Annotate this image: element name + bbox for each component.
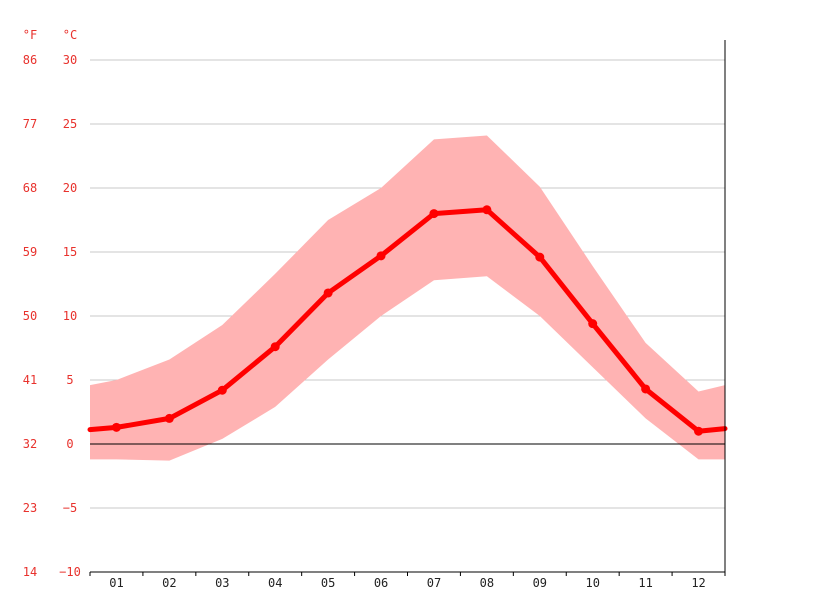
y-tick-label-fahrenheit: 32 [23, 437, 37, 451]
celsius-unit-label: °C [63, 28, 77, 42]
x-tick-label: 05 [321, 576, 335, 590]
y-tick-label-fahrenheit: 14 [23, 565, 37, 579]
y-tick-label-celsius: 5 [66, 373, 73, 387]
y-tick-label-celsius: 25 [63, 117, 77, 131]
axes [89, 40, 726, 576]
x-tick-label: 08 [480, 576, 494, 590]
y-tick-label-fahrenheit: 86 [23, 53, 37, 67]
y-tick-label-fahrenheit: 68 [23, 181, 37, 195]
average-temperature-point [694, 426, 704, 436]
average-temperature-point [217, 385, 227, 395]
x-tick-label: 06 [374, 576, 388, 590]
y-tick-label-celsius: 10 [63, 309, 77, 323]
average-temperature-series [87, 205, 728, 436]
y-tick-label-celsius: −10 [59, 565, 81, 579]
average-temperature-line [87, 207, 728, 434]
average-temperature-point [270, 342, 280, 352]
fahrenheit-unit-label: °F [23, 28, 37, 42]
y-tick-label-celsius: 15 [63, 245, 77, 259]
x-tick-label: 11 [638, 576, 652, 590]
y-tick-label-celsius: 0 [66, 437, 73, 451]
y-tick-label-fahrenheit: 77 [23, 117, 37, 131]
average-temperature-point [376, 251, 386, 261]
average-temperature-point [429, 209, 439, 219]
x-tick-label: 07 [427, 576, 441, 590]
x-tick-label: 03 [215, 576, 229, 590]
tick-labels: °F °C 86 30 77 25 68 20 59 15 50 10 41 5 32 0 23 −5 14 −1… [23, 28, 706, 590]
y-tick-label-fahrenheit: 41 [23, 373, 37, 387]
y-tick-label-fahrenheit: 50 [23, 309, 37, 323]
x-tick-label: 12 [691, 576, 705, 590]
y-tick-label-celsius: 30 [63, 53, 77, 67]
average-temperature-point [641, 384, 651, 394]
y-tick-label-celsius: −5 [63, 501, 77, 515]
average-temperature-point [164, 413, 174, 423]
temperature-range-area [90, 135, 725, 461]
x-tick-label: 04 [268, 576, 282, 590]
x-tick-label: 09 [533, 576, 547, 590]
average-temperature-point [482, 205, 492, 215]
average-temperature-point [323, 288, 333, 298]
y-tick-label-fahrenheit: 23 [23, 501, 37, 515]
average-temperature-point [588, 319, 598, 329]
y-tick-label-celsius: 20 [63, 181, 77, 195]
x-tick-label: 01 [109, 576, 123, 590]
average-temperature-point [111, 422, 121, 432]
y-tick-label-fahrenheit: 59 [23, 245, 37, 259]
x-tick-label: 10 [585, 576, 599, 590]
average-temperature-point [535, 252, 545, 262]
temperature-range-band [90, 135, 725, 461]
x-tick-label: 02 [162, 576, 176, 590]
